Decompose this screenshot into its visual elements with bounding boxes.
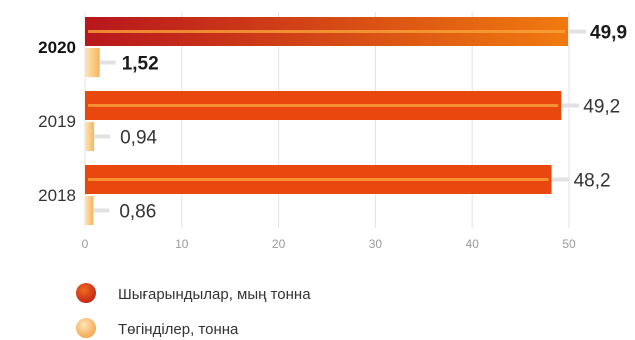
x-tick-label: 30 — [369, 237, 383, 251]
bar-discharges — [85, 122, 95, 151]
tick-labels: 0 10 20 30 40 50 — [82, 237, 576, 251]
legend-label-discharges: Төгінділер, тонна — [118, 321, 239, 338]
legend-marker-emissions — [76, 283, 96, 303]
value-label-emissions: 49,2 — [583, 97, 620, 118]
category-label: 2020 — [38, 38, 76, 57]
value-label-discharges: 0,86 — [119, 202, 156, 223]
x-tick-label: 10 — [175, 237, 189, 251]
legend-marker-discharges — [76, 318, 96, 338]
value-label-discharges: 0,94 — [120, 128, 157, 149]
category-labels: 2020 2019 2018 — [38, 38, 76, 205]
category-label: 2018 — [38, 186, 76, 205]
value-label-discharges: 1,52 — [122, 54, 159, 75]
x-tick-label: 50 — [562, 237, 576, 251]
bar-discharges — [85, 196, 94, 225]
bar-discharges — [85, 48, 100, 77]
bars — [85, 17, 587, 225]
value-labels: 49,9 1,52 49,2 0,94 48,2 0,86 — [119, 23, 627, 223]
x-tick-label: 40 — [466, 237, 480, 251]
legend: Шығарындылар, мың тонна Төгінділер, тонн… — [76, 283, 311, 338]
x-tick-label: 20 — [272, 237, 286, 251]
value-label-emissions: 48,2 — [574, 171, 611, 192]
x-tick-label: 0 — [82, 237, 89, 251]
value-label-emissions: 49,9 — [590, 23, 627, 44]
legend-label-emissions: Шығарындылар, мың тонна — [118, 286, 311, 303]
category-label: 2019 — [38, 112, 76, 131]
